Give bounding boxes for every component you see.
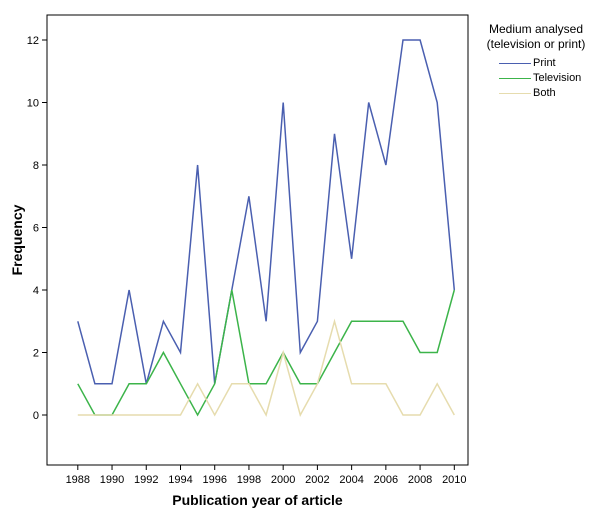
legend-item-print: Print bbox=[476, 56, 596, 71]
legend-swatch-television bbox=[499, 78, 531, 79]
y-axis-title: Frequency bbox=[9, 204, 25, 275]
x-tick-label: 1992 bbox=[134, 474, 158, 486]
series-layer bbox=[77, 39, 456, 417]
series-line-both bbox=[77, 318, 455, 417]
x-tick-label: 2008 bbox=[408, 474, 432, 486]
legend-label-print: Print bbox=[533, 57, 556, 69]
y-tick-label: 8 bbox=[33, 160, 39, 172]
legend-swatch-print bbox=[499, 63, 531, 64]
y-tick-label: 0 bbox=[33, 410, 39, 422]
x-tick-label: 1990 bbox=[100, 474, 124, 486]
series-line-television bbox=[77, 289, 456, 417]
x-tick-label: 1994 bbox=[168, 474, 192, 486]
y-tick-label: 2 bbox=[33, 348, 39, 360]
legend: Medium analysed (television or print) Pr… bbox=[476, 22, 596, 101]
legend-label-both: Both bbox=[533, 87, 556, 99]
legend-item-both: Both bbox=[476, 86, 596, 101]
y-tick-label: 6 bbox=[33, 223, 39, 235]
legend-label-television: Television bbox=[533, 72, 582, 84]
y-tick-label: 10 bbox=[27, 98, 39, 110]
legend-swatch-both bbox=[499, 93, 531, 94]
x-tick-label: 2006 bbox=[374, 474, 398, 486]
y-axis: 0 2 4 6 8 10 12 bbox=[27, 35, 47, 422]
x-axis-title: Publication year of article bbox=[172, 492, 343, 508]
x-tick-label: 1998 bbox=[237, 474, 261, 486]
legend-title-line: Medium analysed bbox=[488, 22, 584, 36]
legend-title: Medium analysed (television or print) bbox=[476, 22, 596, 52]
x-tick-label: 1988 bbox=[66, 474, 90, 486]
x-tick-label: 1996 bbox=[202, 474, 226, 486]
plot-area bbox=[46, 14, 469, 466]
legend-title-line: (television or print) bbox=[486, 37, 586, 51]
legend-item-television: Television bbox=[476, 71, 596, 86]
series-line-print bbox=[77, 39, 456, 385]
y-tick-label: 12 bbox=[27, 35, 39, 47]
x-tick-label: 2000 bbox=[271, 474, 295, 486]
x-tick-label: 2004 bbox=[339, 474, 363, 486]
x-tick-label: 2010 bbox=[442, 474, 466, 486]
y-tick-label: 4 bbox=[33, 285, 39, 297]
x-axis: 1988 1990 1992 1994 1996 1998 2000 2002 2004 2006… bbox=[66, 465, 467, 486]
x-tick-label: 2002 bbox=[305, 474, 329, 486]
